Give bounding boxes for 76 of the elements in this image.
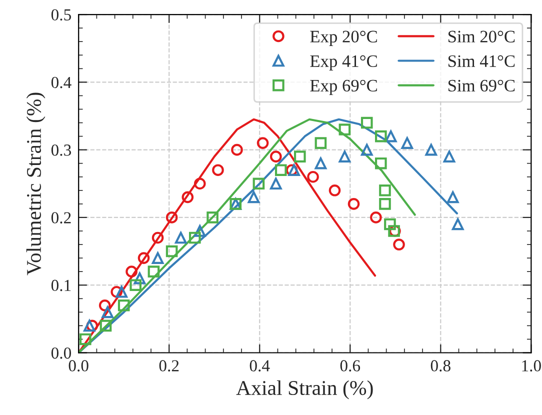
point (375, 157, 387, 170)
point (152, 252, 164, 264)
legend-label: Exp 41°C (310, 55, 377, 71)
point (425, 144, 438, 156)
point (379, 198, 391, 210)
legend-label: Sim 20°C (448, 30, 515, 42)
point (338, 150, 351, 162)
legend-label: Sim 69°C (448, 80, 515, 92)
point (110, 286, 123, 298)
x-tick-label: 1.0 (522, 360, 541, 372)
y-tick-label: 0.1 (51, 280, 71, 292)
legend-label: Exp 69°C (310, 80, 377, 96)
point (152, 232, 164, 244)
point (206, 212, 218, 224)
point (256, 137, 269, 149)
point (384, 218, 396, 230)
y-tick-label: 0.4 (51, 76, 72, 88)
point (188, 232, 201, 244)
y-tick-label: 0.5 (51, 9, 71, 21)
point (231, 144, 243, 156)
point (452, 218, 464, 230)
point (116, 286, 128, 298)
point (174, 232, 187, 244)
point (138, 252, 150, 264)
point (360, 116, 373, 129)
point (360, 144, 373, 156)
point (384, 130, 397, 142)
point (314, 157, 327, 170)
point (379, 184, 391, 196)
point (194, 178, 206, 190)
x-axis-title: Axial Strain (%) (236, 380, 373, 400)
point (314, 137, 327, 149)
y-tick-label: 0.0 (51, 347, 72, 359)
x-tick-label: 0.0 (68, 360, 88, 372)
point (443, 150, 456, 162)
point (252, 178, 265, 190)
point (182, 191, 194, 204)
point (370, 212, 382, 224)
point (274, 164, 287, 176)
point (102, 306, 114, 318)
point (166, 245, 178, 258)
point (134, 272, 146, 284)
point (288, 164, 300, 176)
y-axis-title: Volumetric Strain (%) (26, 92, 46, 276)
legend-label: Sim 41°C (448, 55, 515, 68)
x-tick-label: 0.4 (250, 360, 270, 372)
point (307, 170, 319, 183)
point (446, 191, 459, 204)
point (338, 124, 351, 136)
point (148, 266, 160, 278)
x-tick-label: 0.2 (159, 360, 179, 372)
point (270, 150, 282, 162)
point (401, 137, 414, 149)
point (130, 279, 142, 292)
x-tick-label: 0.6 (340, 360, 360, 372)
point (248, 191, 260, 204)
point (166, 212, 178, 224)
y-tick-label: 0.3 (51, 144, 71, 156)
point (118, 299, 130, 312)
legend-label: Exp 20°C (310, 30, 377, 46)
point (126, 266, 138, 278)
point (212, 164, 224, 176)
point (79, 333, 92, 346)
point (328, 184, 341, 196)
x-tick-label: 0.8 (430, 360, 450, 372)
y-tick-label: 0.2 (51, 212, 71, 224)
point (286, 164, 298, 176)
point (98, 299, 111, 312)
point (294, 150, 306, 162)
point (100, 320, 112, 332)
point (348, 198, 360, 210)
point (84, 320, 96, 332)
point (194, 225, 206, 237)
point (270, 178, 282, 190)
point (393, 238, 405, 250)
point (375, 130, 387, 142)
